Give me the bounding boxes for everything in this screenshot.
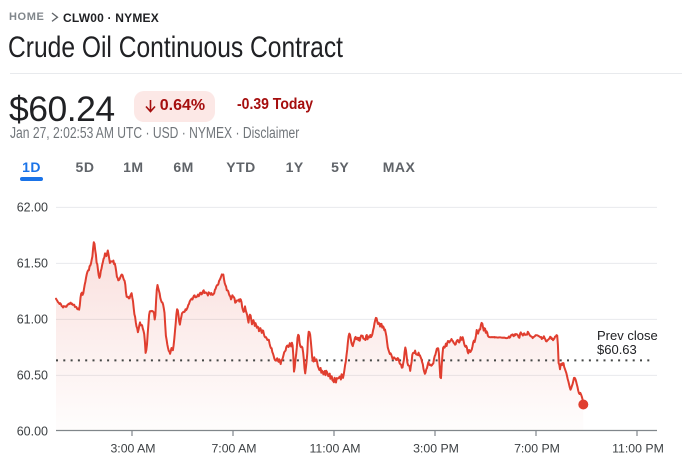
svg-text:$60.63: $60.63 [597, 342, 637, 357]
svg-text:11:00 AM: 11:00 AM [309, 442, 360, 456]
svg-text:3:00 PM: 3:00 PM [413, 442, 459, 456]
svg-text:7:00 PM: 7:00 PM [514, 442, 560, 456]
svg-text:62.00: 62.00 [17, 201, 48, 215]
svg-text:61.00: 61.00 [17, 313, 48, 327]
svg-text:60.50: 60.50 [17, 369, 48, 383]
svg-text:Prev close: Prev close [597, 328, 658, 343]
svg-text:61.50: 61.50 [17, 257, 48, 271]
svg-text:60.00: 60.00 [17, 424, 48, 438]
svg-text:11:00 PM: 11:00 PM [612, 442, 664, 456]
svg-text:3:00 AM: 3:00 AM [110, 442, 155, 456]
svg-text:7:00 AM: 7:00 AM [211, 442, 256, 456]
